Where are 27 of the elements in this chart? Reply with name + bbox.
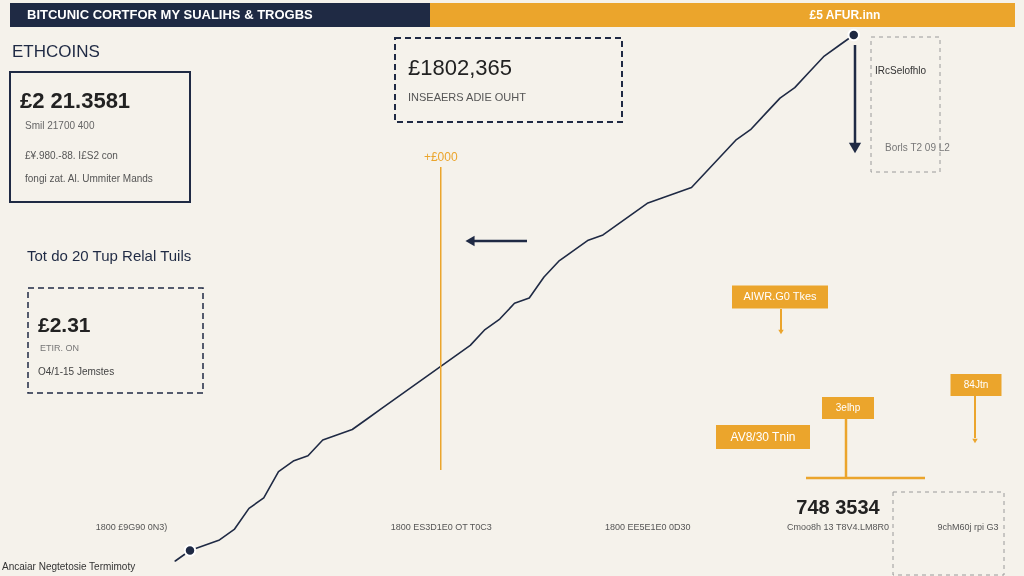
text: O4/1-15 Jemstes [38,366,115,377]
text: 84Jtn [963,379,989,390]
text: £2.31 [38,313,91,336]
ref-line-label: +£000 [423,150,458,164]
annotation: INSEAERS ADIE OUHT [408,91,527,103]
x-tick-label: 1800 £9G90 0N3) [95,521,168,532]
annotation: £2 21.3581 [20,88,131,113]
annotation: fongi zat. Al. Ummiter Mands [25,173,153,184]
x-tick-label: 1800 EE5E1E0 0D30 [604,521,691,532]
text: ETIR. ON [40,343,80,353]
x-tick-label: 1800 ES3D1E0 OT T0C3 [390,521,492,532]
annotation: 3elhp [835,402,861,413]
text: ETHCOINS [12,42,100,61]
chart-title: BITCUNIC CORTFOR MY SUALIHS & TROGBS [27,7,314,22]
annotation: £1802,365 [408,55,512,80]
annotation: Cmoo8h 13 T8V4.LM8R0 [787,522,889,532]
text: Smil 21700 400 [25,120,95,131]
text: £¥.980.-88. I£S2 con [25,150,118,161]
annotation: 748 3534 [796,496,881,518]
chart-subtitle: £5 AFUR.inn [809,8,881,22]
text: Borls T2 09 L2 [885,142,951,153]
annotation: AV8/30 Tnin [730,430,796,444]
text: IRcSelofhlo [875,65,927,76]
text: 9chM60j rpi G3 [937,522,999,532]
annotation: Ancaiar Negtetosie Termimoty [2,561,136,572]
annotation: AIWR.G0 Tkes [743,290,818,302]
annotation: Tot do 20 Tup Relal Tuils [27,247,192,264]
